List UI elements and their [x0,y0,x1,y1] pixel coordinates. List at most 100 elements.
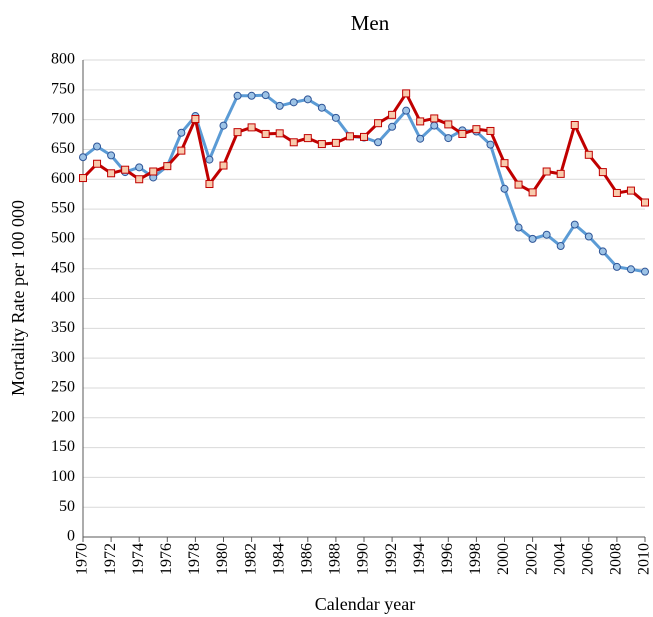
y-tick-label: 200 [51,408,75,425]
x-tick-label: 1972 [102,543,119,575]
marker [472,125,481,134]
marker [444,120,453,129]
marker [163,162,172,171]
marker [247,91,256,100]
marker [261,91,270,100]
marker [374,138,383,147]
marker [374,119,383,128]
marker [416,134,425,143]
y-tick-label: 650 [51,140,75,157]
marker [107,151,116,160]
x-tick-label: 1988 [327,543,344,575]
marker [612,262,621,271]
marker [528,188,537,197]
marker [444,134,453,143]
x-tick-label: 2006 [579,543,596,575]
marker [514,180,523,189]
x-tick-label: 1998 [467,543,484,575]
marker [458,129,467,138]
marker [402,106,411,115]
x-tick-label: 1986 [298,543,315,575]
marker [641,198,649,207]
x-tick-label: 1992 [383,543,400,575]
marker [93,142,102,151]
x-tick-label: 2004 [551,543,568,575]
marker [135,175,144,184]
marker [303,95,312,104]
marker [556,169,565,178]
marker [570,120,579,129]
y-tick-label: 800 [51,51,75,68]
marker [93,159,102,168]
x-tick-label: 1996 [439,543,456,575]
marker [289,98,298,107]
marker [626,186,635,195]
marker [261,129,270,138]
marker [500,159,509,168]
y-axis-label: Mortality Rate per 100 000 [8,200,28,396]
marker [247,123,256,132]
x-tick-label: 2002 [523,543,540,575]
marker [79,174,87,183]
marker [500,184,509,193]
marker [556,242,565,251]
chart-title: Men [351,11,390,35]
marker [416,117,425,126]
x-tick-label: 1984 [270,543,287,575]
marker [317,140,326,149]
marker [331,138,340,147]
marker [528,234,537,243]
y-tick-label: 300 [51,349,75,366]
x-tick-label: 1990 [355,543,372,575]
x-tick-label: 1994 [411,543,428,575]
y-tick-label: 700 [51,110,75,127]
marker [430,121,439,130]
marker [360,132,368,141]
marker [542,230,551,239]
marker [570,220,579,229]
y-tick-label: 750 [51,80,75,97]
y-tick-label: 550 [51,200,75,217]
marker [233,128,242,137]
marker [612,188,621,197]
marker [430,114,439,123]
x-tick-label: 1970 [74,543,91,575]
y-tick-label: 50 [59,498,75,515]
marker [219,121,228,130]
marker [331,113,340,122]
marker [233,91,242,100]
marker [598,168,607,177]
marker [626,265,635,274]
x-tick-label: 2010 [636,543,653,575]
marker [641,267,649,276]
y-tick-label: 150 [51,438,75,455]
x-axis-label: Calendar year [315,594,415,614]
y-tick-label: 350 [51,319,75,336]
marker [191,115,200,124]
x-tick-label: 1982 [242,543,259,575]
marker [402,89,411,98]
marker [219,161,228,170]
marker [177,146,186,155]
marker [514,223,523,232]
series-line [81,91,646,204]
y-tick-label: 600 [51,170,75,187]
x-tick-label: 1978 [186,543,203,575]
y-tick-label: 100 [51,468,75,485]
marker [542,167,551,176]
marker [149,167,158,176]
marker [121,165,130,174]
marker [317,103,326,112]
marker [486,140,495,149]
marker [584,150,593,159]
x-tick-label: 2008 [608,543,625,575]
x-tick-label: 1980 [214,543,231,575]
marker [289,138,298,147]
y-tick-label: 0 [67,528,75,545]
marker [107,169,116,178]
y-tick-label: 500 [51,230,75,247]
marker [486,126,495,135]
marker [345,132,354,141]
marker [584,232,593,241]
